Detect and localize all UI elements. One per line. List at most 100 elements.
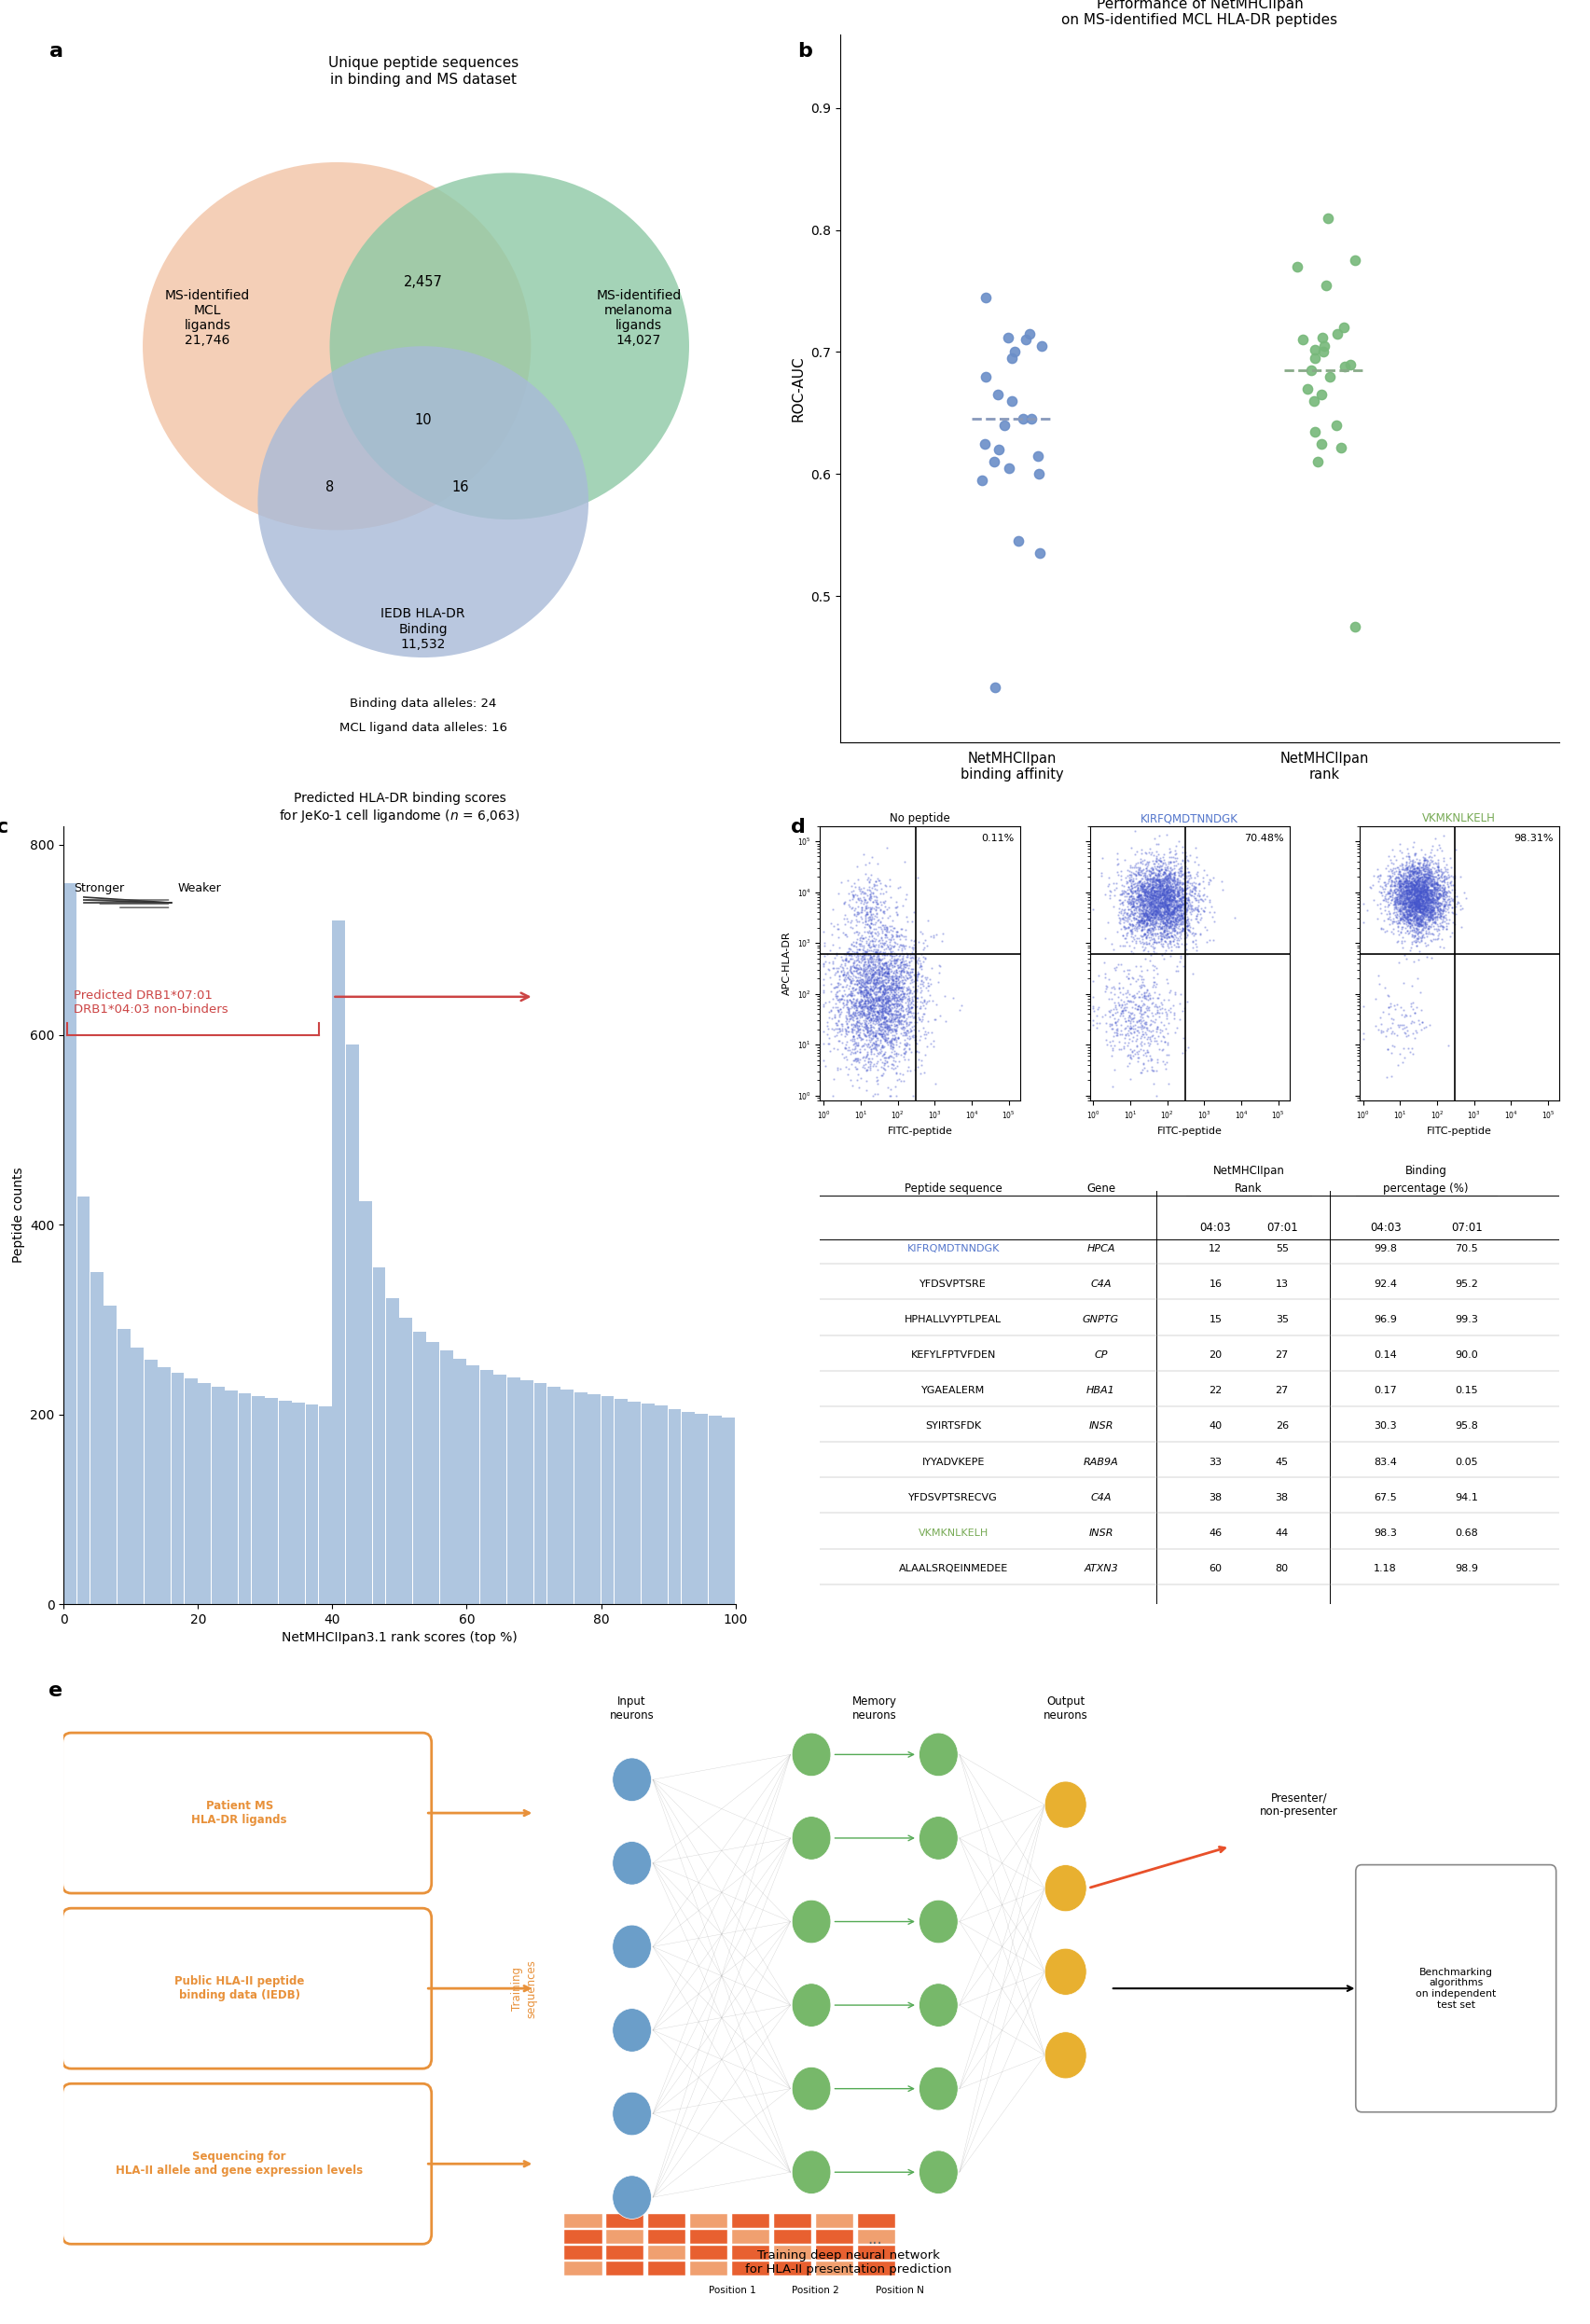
Point — [1134, 971, 1159, 1009]
Point — [852, 902, 878, 939]
Point — [1386, 1006, 1412, 1043]
Circle shape — [612, 1757, 650, 1801]
Point — [1418, 872, 1444, 909]
Point — [1409, 872, 1434, 909]
Point — [873, 985, 898, 1023]
Point — [1132, 874, 1158, 911]
Point — [1417, 872, 1442, 909]
Point — [851, 985, 876, 1023]
Point — [1396, 837, 1421, 874]
Point — [1409, 878, 1434, 916]
Point — [1129, 878, 1154, 916]
Point — [1154, 883, 1180, 920]
Point — [862, 946, 887, 983]
Point — [1130, 916, 1156, 953]
Point — [1151, 876, 1177, 913]
Point — [1421, 872, 1447, 909]
Point — [1100, 969, 1126, 1006]
Point — [895, 981, 921, 1018]
Point — [1410, 872, 1436, 909]
Point — [1164, 899, 1189, 937]
Point — [1102, 1006, 1127, 1043]
Point — [1173, 934, 1199, 971]
Point — [1399, 890, 1425, 927]
Point — [873, 992, 898, 1030]
Point — [851, 892, 876, 930]
Point — [1115, 909, 1140, 946]
Point — [851, 837, 876, 874]
Bar — [695, 1413, 708, 1604]
Point — [1401, 911, 1426, 948]
Point — [1396, 865, 1421, 902]
Point — [1415, 881, 1441, 918]
Point — [847, 974, 873, 1011]
Point — [1138, 895, 1164, 932]
Point — [1165, 883, 1191, 920]
Point — [1398, 860, 1423, 897]
Point — [1421, 869, 1447, 906]
Point — [1113, 1009, 1138, 1046]
Point — [846, 1004, 871, 1041]
Point — [851, 985, 876, 1023]
Point — [878, 951, 903, 988]
Point — [1115, 913, 1140, 951]
Point — [894, 944, 919, 981]
Point — [876, 992, 902, 1030]
Point — [1124, 897, 1150, 934]
Point — [1119, 1009, 1145, 1046]
Text: 95.2: 95.2 — [1455, 1278, 1477, 1287]
Point — [1428, 909, 1453, 946]
Point — [1399, 918, 1425, 955]
Point — [1124, 1039, 1150, 1076]
Point — [846, 962, 871, 999]
Point — [1153, 874, 1178, 911]
Point — [1369, 867, 1394, 904]
Point — [878, 1006, 903, 1043]
Point — [1135, 883, 1161, 920]
Point — [862, 876, 887, 913]
Point — [811, 925, 836, 962]
Point — [1135, 869, 1161, 906]
Point — [1169, 855, 1194, 892]
Point — [1156, 883, 1181, 920]
Point — [881, 888, 906, 925]
Point — [1153, 881, 1178, 918]
Point — [1410, 909, 1436, 946]
Point — [1146, 885, 1172, 923]
Point — [881, 981, 906, 1018]
Point — [1165, 925, 1191, 962]
Point — [1116, 858, 1142, 895]
Point — [1447, 909, 1472, 946]
Point — [843, 1013, 868, 1050]
Point — [855, 981, 881, 1018]
Point — [1130, 890, 1156, 927]
Point — [1164, 920, 1189, 957]
Point — [1158, 878, 1183, 916]
Point — [1121, 1013, 1146, 1050]
Point — [1399, 858, 1425, 895]
Point — [1406, 888, 1431, 925]
Point — [890, 918, 916, 955]
Point — [1151, 878, 1177, 916]
Point — [1412, 895, 1437, 932]
Point — [1151, 904, 1177, 941]
Point — [1151, 860, 1177, 897]
Point — [876, 1023, 902, 1060]
Point — [1127, 892, 1153, 930]
Point — [1407, 890, 1433, 927]
Point — [1410, 872, 1436, 909]
Point — [1402, 892, 1428, 930]
Point — [1137, 927, 1162, 964]
Point — [1401, 874, 1426, 911]
Point — [812, 1048, 838, 1085]
Point — [1394, 865, 1420, 902]
Point — [1116, 955, 1142, 992]
Point — [878, 930, 903, 967]
Point — [862, 1006, 887, 1043]
Point — [1367, 911, 1393, 948]
Point — [847, 944, 873, 981]
Point — [1394, 867, 1420, 904]
Point — [865, 953, 890, 990]
Point — [1137, 911, 1162, 948]
Point — [1391, 899, 1417, 937]
